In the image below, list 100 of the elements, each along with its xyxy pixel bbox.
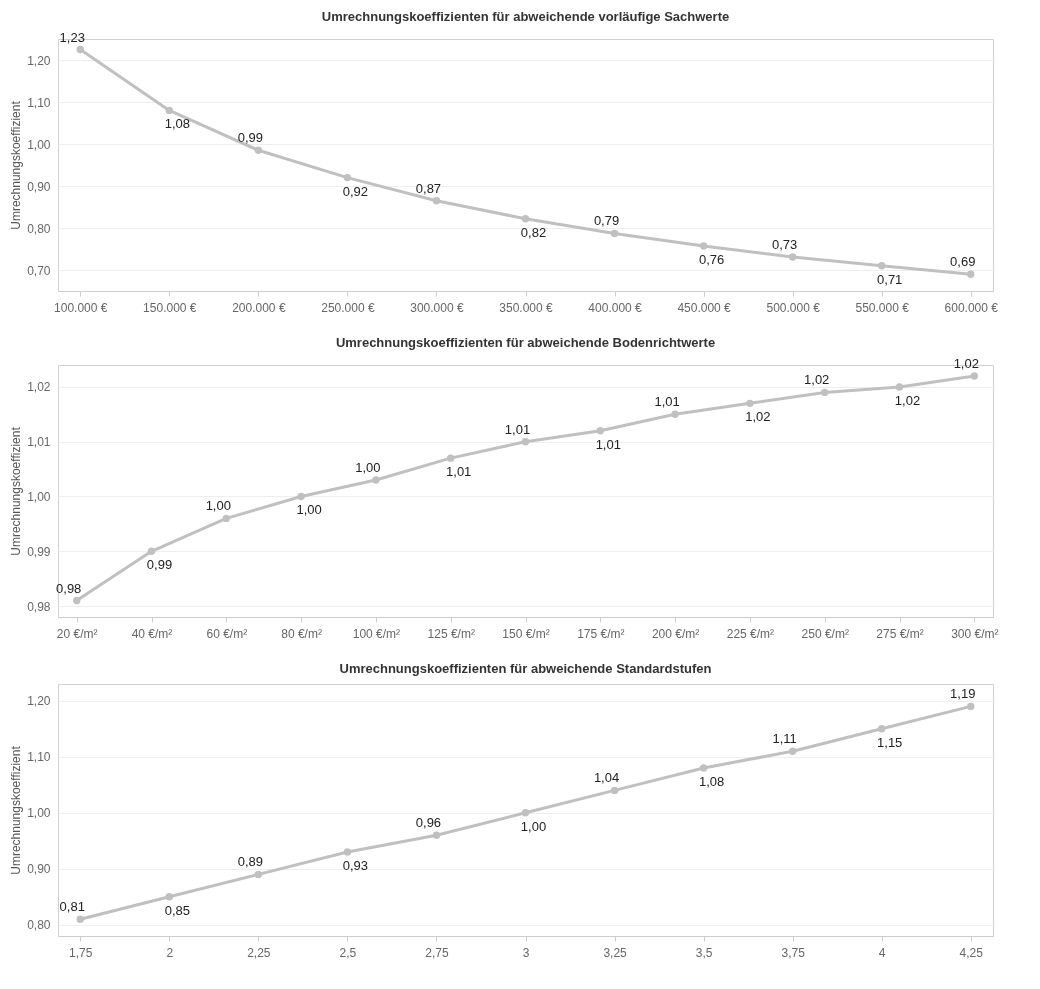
- point: [165, 106, 174, 115]
- point: [788, 747, 797, 755]
- y-tick-label: 0,99: [27, 544, 51, 559]
- y-axis-title: Umrechnungskoeffizient: [9, 745, 24, 875]
- y-tick-label: 0,90: [27, 862, 51, 877]
- point: [254, 146, 263, 154]
- point: [895, 383, 904, 391]
- x-tick-label: 275 €/m²: [876, 626, 924, 641]
- x-tick-label: 3: [522, 945, 530, 960]
- data-label: 0,89: [237, 854, 264, 870]
- data-label: 0,99: [146, 557, 173, 573]
- data-label: 0,71: [877, 271, 903, 287]
- x-tick-label: 100.000 €: [54, 300, 108, 315]
- x-tick-label: 250.000 €: [321, 300, 375, 315]
- data-label: 0,96: [415, 815, 442, 831]
- point: [222, 514, 231, 523]
- x-tick-label: 20 €/m²: [56, 626, 98, 641]
- data-label: 0,93: [342, 858, 369, 873]
- x-tick-label: 60 €/m²: [206, 626, 248, 641]
- point: [699, 764, 708, 772]
- data-label: 1,00: [355, 460, 381, 476]
- data-label: 0,99: [237, 130, 264, 146]
- data-label: 1,04: [593, 770, 620, 786]
- x-tick-label: 200 €/m²: [651, 626, 700, 641]
- data-label: 1,01: [654, 394, 680, 410]
- x-tick-label: 3,25: [603, 945, 628, 960]
- point: [970, 372, 979, 380]
- x-tick-label: 2,25: [247, 945, 271, 960]
- chart-title: Umrechnungskoeffizienten für abweichende vorläufige Sachwerte: [321, 8, 730, 24]
- data-label: 1,15: [877, 734, 903, 750]
- point: [72, 596, 81, 605]
- point: [343, 173, 352, 182]
- x-tick-label: 2,75: [425, 945, 449, 960]
- point: [610, 229, 619, 238]
- x-tick-label: 300.000 €: [410, 300, 464, 315]
- point: [343, 848, 352, 856]
- point: [521, 215, 530, 223]
- x-tick-label: 600.000 €: [944, 300, 999, 315]
- point: [820, 388, 829, 397]
- chart-title: Umrechnungskoeffizienten für abweichende Standardstufen: [339, 661, 712, 676]
- point: [671, 410, 679, 419]
- x-tick-label: 1,75: [69, 945, 93, 960]
- point: [446, 454, 455, 462]
- x-tick-label: 550.000 €: [855, 300, 910, 315]
- x-tick-label: 2: [166, 945, 174, 960]
- data-label: 0,69: [950, 254, 976, 270]
- data-label: 1,01: [446, 464, 472, 480]
- y-tick-label: 0,90: [27, 179, 51, 194]
- data-label: 0,82: [520, 224, 547, 240]
- data-label: 1,19: [950, 686, 976, 702]
- x-tick-label: 300 €/m²: [951, 626, 999, 641]
- data-label: 1,02: [745, 409, 771, 425]
- data-label: 0,76: [698, 252, 725, 268]
- point: [297, 492, 305, 501]
- point: [877, 262, 886, 270]
- point: [746, 399, 754, 408]
- point: [788, 253, 797, 261]
- data-label: 0,85: [164, 902, 190, 918]
- data-label: 1,02: [894, 392, 921, 408]
- x-tick-label: 200.000 €: [232, 300, 286, 315]
- point: [76, 45, 84, 54]
- y-tick-label: 1,00: [27, 137, 51, 152]
- data-label: 0,81: [59, 899, 85, 915]
- point: [521, 809, 530, 817]
- y-tick-label: 0,70: [27, 263, 51, 278]
- data-label: 1,01: [595, 436, 621, 452]
- y-tick-label: 1,20: [27, 53, 51, 68]
- y-tick-label: 1,00: [27, 806, 51, 821]
- data-label: 1,08: [698, 774, 725, 789]
- x-tick-label: 40 €/m²: [131, 626, 173, 641]
- point: [877, 725, 886, 733]
- y-tick-label: 1,10: [27, 750, 51, 765]
- point: [967, 270, 975, 278]
- y-axis-title: Umrechnungskoeffizient: [9, 100, 24, 230]
- x-tick-label: 400.000 €: [588, 300, 643, 315]
- x-tick-label: 250 €/m²: [801, 626, 849, 641]
- point: [432, 197, 441, 205]
- data-label: 1,11: [772, 731, 797, 747]
- x-tick-label: 175 €/m²: [577, 626, 625, 641]
- x-tick-label: 4: [878, 945, 886, 960]
- y-axis-title: Umrechnungskoeffizient: [9, 426, 24, 556]
- data-label: 0,87: [415, 180, 442, 196]
- point: [165, 893, 174, 901]
- point: [372, 476, 380, 484]
- data-label: 0,79: [593, 213, 620, 229]
- y-tick-label: 1,02: [27, 380, 51, 395]
- x-tick-label: 150.000 €: [143, 300, 197, 315]
- x-tick-label: 4,25: [959, 945, 984, 960]
- y-tick-label: 0,80: [27, 918, 51, 933]
- data-label: 1,08: [164, 116, 190, 132]
- y-tick-label: 1,10: [27, 95, 51, 110]
- chart-title: Umrechnungskoeffizienten für abweichende Bodenrichtwerte: [335, 334, 716, 350]
- x-tick-label: 3,75: [781, 945, 806, 960]
- x-tick-label: 450.000 €: [677, 300, 732, 315]
- data-label: 1,00: [296, 502, 322, 518]
- x-tick-label: 500.000 €: [766, 300, 821, 315]
- x-tick-label: 125 €/m²: [427, 626, 475, 641]
- data-label: 0,73: [771, 236, 798, 252]
- y-tick-label: 1,00: [27, 489, 51, 504]
- x-tick-label: 100 €/m²: [352, 626, 401, 641]
